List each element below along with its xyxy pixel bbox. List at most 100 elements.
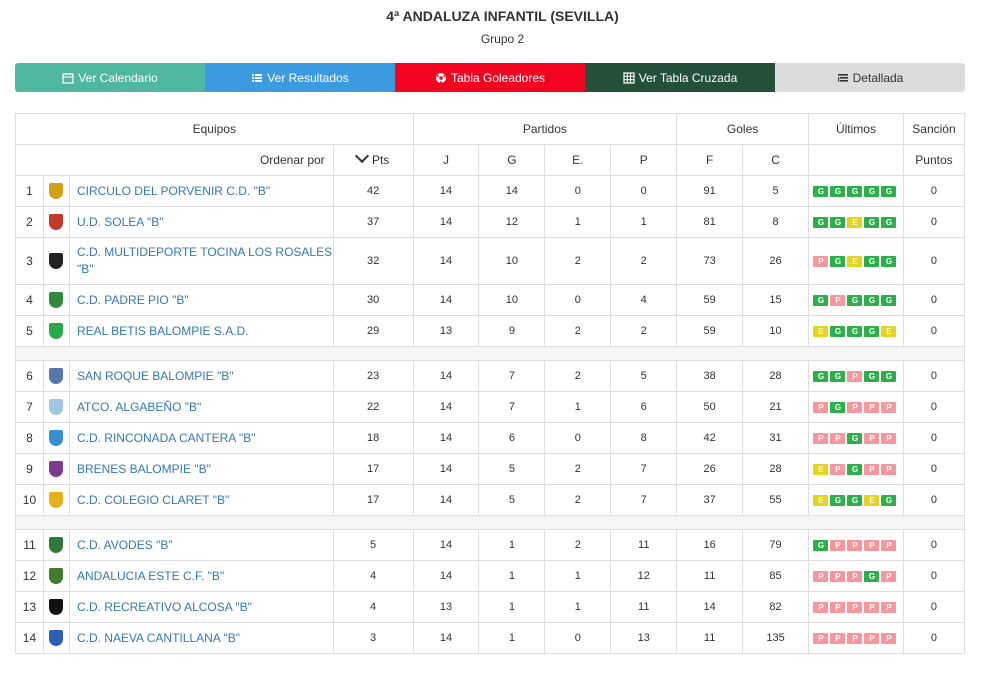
table-row[interactable]: 1 CIRCULO DEL PORVENIR C.D. "B" 42 14 14 0 0 91… bbox=[15, 175, 966, 207]
position-cell: 9 bbox=[15, 453, 44, 485]
result-badge: E bbox=[864, 495, 880, 506]
position-cell: 13 bbox=[15, 591, 44, 623]
sort-pts-header[interactable]: Pts bbox=[332, 144, 414, 176]
team-name-link[interactable]: C.D. NAEVA CANTILLANA "B" bbox=[68, 622, 334, 654]
table-row[interactable]: 3 C.D. MULTIDEPORTE TOCINA LOS ROSALES "B… bbox=[15, 237, 966, 285]
team-name-link[interactable]: REAL BETIS BALOMPIE S.A.D. bbox=[68, 315, 334, 347]
team-name-link[interactable]: C.D. RECREATIVO ALCOSA "B" bbox=[68, 591, 334, 623]
sanction-points-cell: 0 bbox=[902, 591, 966, 623]
calendar-button[interactable]: Ver Calendario bbox=[15, 63, 205, 92]
drawn-cell: 1 bbox=[544, 560, 612, 592]
lost-cell: 7 bbox=[610, 484, 678, 516]
team-name-link[interactable]: U.D. SOLEA "B" bbox=[68, 206, 334, 238]
played-cell: 14 bbox=[412, 206, 480, 238]
result-badge: P bbox=[864, 602, 880, 613]
table-row[interactable]: 4 C.D. PADRE PIO "B" 30 14 10 0 4 59 15 G P G G G 0 bbox=[15, 284, 966, 316]
result-badge: E bbox=[847, 217, 863, 228]
team-name-link[interactable]: C.D. RINCONADA CANTERA "B" bbox=[68, 422, 334, 454]
won-cell: 1 bbox=[478, 529, 546, 561]
points-cell: 32 bbox=[332, 237, 414, 285]
sanction-points-cell: 0 bbox=[902, 560, 966, 592]
lost-cell: 7 bbox=[610, 453, 678, 485]
cross-table-button[interactable]: Ver Tabla Cruzada bbox=[585, 63, 775, 92]
team-name-link[interactable]: C.D. MULTIDEPORTE TOCINA LOS ROSALES "B" bbox=[68, 237, 334, 285]
scorers-button[interactable]: Tabla Goleadores bbox=[395, 63, 585, 92]
team-crest-icon bbox=[49, 492, 64, 508]
played-cell: 14 bbox=[412, 622, 480, 654]
result-badge: P bbox=[881, 633, 897, 644]
table-row[interactable]: 5 REAL BETIS BALOMPIE S.A.D. 29 13 9 2 2 59 10 E G… bbox=[15, 315, 966, 347]
result-badge: G bbox=[881, 371, 897, 382]
table-row[interactable]: 12 ANDALUCIA ESTE C.F. "B" 4 14 1 1 12 11 85 P P P G… bbox=[15, 560, 966, 592]
detailed-button[interactable]: Detallada bbox=[775, 63, 965, 92]
crest-cell bbox=[42, 422, 70, 454]
header-goles: Goles bbox=[676, 113, 810, 145]
crest-cell bbox=[42, 315, 70, 347]
result-badge: G bbox=[864, 295, 880, 306]
result-badge: P bbox=[881, 540, 897, 551]
cross-table-button-label: Ver Tabla Cruzada bbox=[638, 70, 738, 85]
goals-for-cell: 42 bbox=[676, 422, 744, 454]
result-badge: P bbox=[881, 402, 897, 413]
soccer-ball-icon bbox=[435, 72, 446, 83]
table-row[interactable]: 13 C.D. RECREATIVO ALCOSA "B" 4 13 1 1 11 14 82 P… bbox=[15, 591, 966, 623]
result-badge: P bbox=[830, 602, 846, 613]
result-badge: P bbox=[830, 571, 846, 582]
table-row[interactable]: 10 C.D. COLEGIO CLARET "B" 17 14 5 2 7 37 55 E G G E… bbox=[15, 484, 966, 516]
team-crest-icon bbox=[49, 537, 64, 553]
drawn-cell: 0 bbox=[544, 175, 612, 207]
goals-for-cell: 37 bbox=[676, 484, 744, 516]
result-badge: E bbox=[881, 326, 897, 337]
goals-against-cell: 5 bbox=[742, 175, 810, 207]
table-row[interactable]: 6 SAN ROQUE BALOMPIE "B" 23 14 7 2 5 38 28 G G P G G 0 bbox=[15, 360, 966, 392]
team-crest-icon bbox=[49, 599, 64, 615]
goals-against-cell: 135 bbox=[742, 622, 810, 654]
header-g: G bbox=[478, 144, 546, 176]
team-name-link[interactable]: CIRCULO DEL PORVENIR C.D. "B" bbox=[68, 175, 334, 207]
result-badge: G bbox=[813, 371, 829, 382]
crest-cell bbox=[42, 453, 70, 485]
result-badge: P bbox=[813, 633, 829, 644]
drawn-cell: 2 bbox=[544, 237, 612, 285]
result-badge: G bbox=[881, 495, 897, 506]
team-name-link[interactable]: ANDALUCIA ESTE C.F. "B" bbox=[68, 560, 334, 592]
position-cell: 3 bbox=[15, 237, 44, 285]
results-button-label: Ver Resultados bbox=[267, 70, 349, 85]
crest-cell bbox=[42, 175, 70, 207]
table-row[interactable]: 7 ATCO. ALGABEÑO "B" 22 14 7 1 6 50 21 P G P P P 0 bbox=[15, 391, 966, 423]
team-name-link[interactable]: ATCO. ALGABEÑO "B" bbox=[68, 391, 334, 423]
team-name-link[interactable]: C.D. AVODES "B" bbox=[68, 529, 334, 561]
team-name-link[interactable]: C.D. COLEGIO CLARET "B" bbox=[68, 484, 334, 516]
table-row[interactable]: 11 C.D. AVODES "B" 5 14 1 2 11 16 79 G P P P P 0 bbox=[15, 529, 966, 561]
won-cell: 10 bbox=[478, 284, 546, 316]
goals-against-cell: 31 bbox=[742, 422, 810, 454]
points-cell: 18 bbox=[332, 422, 414, 454]
lost-cell: 8 bbox=[610, 422, 678, 454]
table-row[interactable]: 9 BRENES BALOMPIE "B" 17 14 5 2 7 26 28 E P G P P 0 bbox=[15, 453, 966, 485]
table-row[interactable]: 8 C.D. RINCONADA CANTERA "B" 18 14 6 0 8 42 31 P P… bbox=[15, 422, 966, 454]
table-row[interactable]: 14 C.D. NAEVA CANTILLANA "B" 3 14 1 0 13 11 135 P… bbox=[15, 622, 966, 654]
result-badge: G bbox=[881, 217, 897, 228]
table-row[interactable]: 2 U.D. SOLEA "B" 37 14 12 1 1 81 8 G G E G G 0 bbox=[15, 206, 966, 238]
team-name-link[interactable]: BRENES BALOMPIE "B" bbox=[68, 453, 334, 485]
position-cell: 1 bbox=[15, 175, 44, 207]
result-badge: G bbox=[830, 326, 846, 337]
result-badge: P bbox=[864, 464, 880, 475]
points-cell: 17 bbox=[332, 453, 414, 485]
results-button[interactable]: Ver Resultados bbox=[205, 63, 395, 92]
team-name-link[interactable]: SAN ROQUE BALOMPIE "B" bbox=[68, 360, 334, 392]
pts-label: Pts bbox=[371, 153, 390, 167]
played-cell: 14 bbox=[412, 391, 480, 423]
won-cell: 1 bbox=[478, 622, 546, 654]
header-equipos: Equipos bbox=[15, 113, 414, 145]
sort-by-label: Ordenar por bbox=[15, 144, 334, 176]
won-cell: 14 bbox=[478, 175, 546, 207]
drawn-cell: 2 bbox=[544, 484, 612, 516]
result-badge: G bbox=[813, 217, 829, 228]
crest-cell bbox=[42, 484, 70, 516]
goals-for-cell: 11 bbox=[676, 560, 744, 592]
header-partidos: Partidos bbox=[412, 113, 678, 145]
position-cell: 10 bbox=[15, 484, 44, 516]
team-name-link[interactable]: C.D. PADRE PIO "B" bbox=[68, 284, 334, 316]
